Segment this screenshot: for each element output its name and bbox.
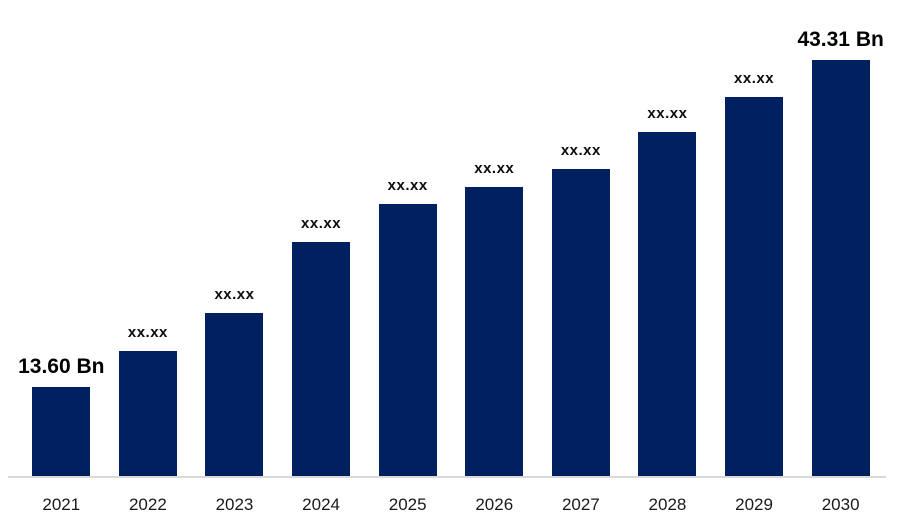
bar-2030 bbox=[811, 60, 870, 476]
x-axis-label-2023: 2023 bbox=[215, 495, 254, 514]
bar-column-2022: xx.xx bbox=[105, 323, 192, 476]
bar-column-2027: xx.xx bbox=[538, 141, 625, 476]
bar-column-2024: xx.xx bbox=[278, 214, 365, 476]
bar-value-label-2022: xx.xx bbox=[127, 323, 168, 341]
bar-2027 bbox=[551, 169, 610, 476]
bar-value-label-2027: xx.xx bbox=[560, 141, 601, 159]
x-axis-label-2026: 2026 bbox=[475, 495, 514, 514]
bar-value-label-2025: xx.xx bbox=[387, 176, 428, 194]
bar-2026 bbox=[465, 187, 524, 476]
bar-2024 bbox=[292, 242, 351, 476]
x-axis-label-2025: 2025 bbox=[388, 495, 427, 514]
bar-value-label-2024: xx.xx bbox=[301, 214, 342, 232]
bar-value-label-2030: 43.31 Bn bbox=[797, 27, 884, 51]
x-axis-label-2028: 2028 bbox=[648, 495, 687, 514]
bar-value-label-2026: xx.xx bbox=[474, 159, 515, 177]
bar-column-2023: xx.xx bbox=[191, 285, 278, 476]
x-axis-labels: 2021 2022 2023 2024 2025 2026 2027 2028 2029 2030 bbox=[18, 495, 884, 515]
bar-2029 bbox=[725, 97, 784, 476]
x-axis-label-2029: 2029 bbox=[735, 495, 773, 514]
bar-value-label-2021: 13.60 Bn bbox=[18, 354, 105, 378]
bar-column-2029: xx.xx bbox=[711, 69, 798, 476]
bar-column-2021: 13.60 Bn bbox=[18, 355, 105, 476]
bar-2025 bbox=[378, 204, 437, 476]
bar-value-label-2023: xx.xx bbox=[214, 285, 255, 303]
x-axis-label-2022: 2022 bbox=[128, 495, 167, 514]
bar-2022 bbox=[118, 351, 177, 476]
x-axis-label-2027: 2027 bbox=[561, 495, 600, 514]
bar-value-label-2028: xx.xx bbox=[647, 104, 688, 122]
bar-column-2026: xx.xx bbox=[451, 159, 538, 476]
x-axis-label-2021: 2021 bbox=[42, 495, 81, 514]
x-axis-line bbox=[8, 476, 886, 478]
x-axis-label-2024: 2024 bbox=[302, 495, 340, 514]
bar-2023 bbox=[205, 313, 264, 476]
plot-area: 13.60 Bn xx.xx xx.xx xx.xx xx.xx xx.xx xx.xx xx… bbox=[18, 0, 884, 476]
bar-column-2025: xx.xx bbox=[364, 176, 451, 476]
x-axis-label-2030: 2030 bbox=[821, 495, 860, 514]
bar-value-label-2029: xx.xx bbox=[734, 69, 775, 87]
bar-column-2030: 43.31 Bn bbox=[797, 28, 884, 476]
bar-column-2028: xx.xx bbox=[624, 104, 711, 476]
bar-2028 bbox=[638, 132, 697, 476]
bar-2021 bbox=[32, 387, 91, 476]
